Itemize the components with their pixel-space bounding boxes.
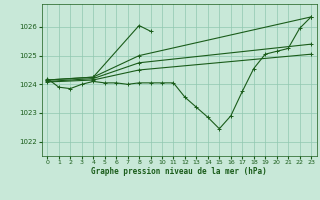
X-axis label: Graphe pression niveau de la mer (hPa): Graphe pression niveau de la mer (hPa) xyxy=(91,167,267,176)
